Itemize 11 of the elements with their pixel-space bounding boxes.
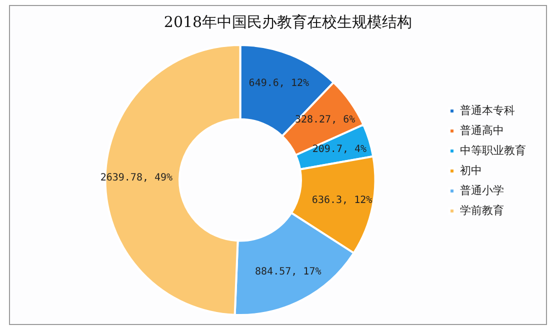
data-label: 209.7, 4% (312, 144, 367, 156)
data-label: 649.6, 12% (248, 78, 310, 90)
data-label: 636.3, 12% (312, 195, 372, 206)
chart-title: 2018年中国民办教育在校生规模结构 (164, 12, 412, 31)
legend-label: 普通小学 (460, 184, 504, 197)
data-label: 884.57, 17% (255, 266, 322, 278)
legend-label: 中等职业教育 (460, 144, 526, 157)
legend-label: 普通本专科 (460, 104, 515, 117)
legend-label: 初中 (460, 164, 482, 177)
legend-label: 普通高中 (460, 124, 504, 137)
legend-label: 学前教育 (460, 204, 504, 217)
